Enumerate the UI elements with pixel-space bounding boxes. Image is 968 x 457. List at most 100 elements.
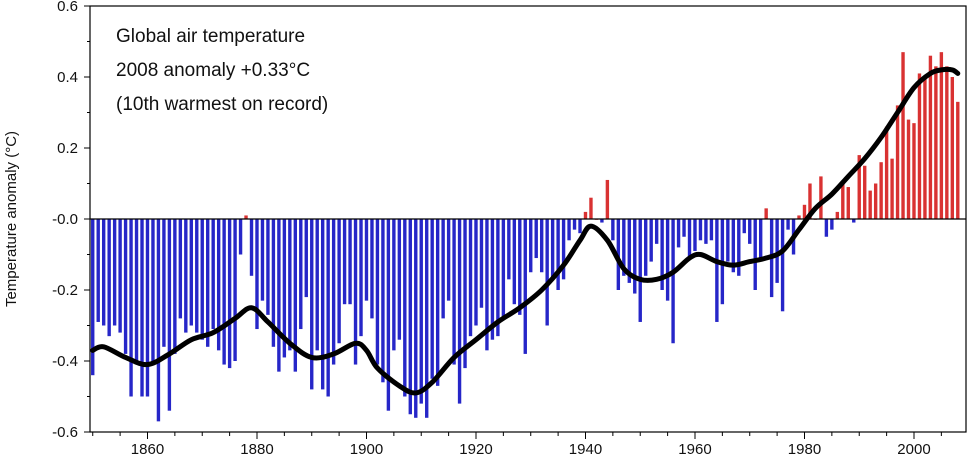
bar-1916 [452,219,456,365]
bar-1892 [320,219,325,390]
bar-1998 [901,52,905,220]
bar-1926 [507,219,511,280]
bar-1868 [189,219,193,326]
bar-1851 [96,219,100,322]
bar-1880 [255,219,259,330]
bar-1862 [156,219,161,422]
bar-1856 [123,219,128,354]
bar-1979 [797,215,801,219]
bar-2000 [912,123,916,219]
bar-2001 [917,73,922,219]
bar-1872 [211,219,215,330]
y-tick-label: -0.0 [52,211,78,228]
bar-1869 [195,219,199,333]
chart-annotations: Global air temperature 2008 anomaly +0.3… [116,26,328,115]
bar-1957 [676,219,681,248]
bar-1891 [315,219,319,351]
bar-1850 [91,219,95,376]
smoothed-trend-line [90,66,961,396]
bar-1966 [726,219,730,262]
bar-1902 [375,219,380,365]
bar-1875 [227,219,232,369]
bar-1919 [468,219,473,337]
bar-1932 [539,219,544,273]
y-tick-label: 0.6 [57,0,78,15]
bar-1984 [824,219,829,237]
bar-1993 [873,183,878,219]
bar-1904 [386,219,391,411]
bar-1928 [518,219,522,315]
bar-1914 [441,219,445,319]
bar-1976 [780,219,785,312]
bar-1858 [134,219,139,365]
bar-1955 [665,219,670,301]
bar-1962 [704,219,708,244]
bar-1930 [529,219,533,273]
x-tick-label: 1940 [569,441,602,457]
x-tick-label: 1920 [459,441,492,457]
bar-1922 [485,219,489,351]
x-tick-label: 1860 [131,441,164,457]
bar-1997 [895,105,900,219]
bar-1995 [884,126,889,219]
y-tick-label: -0.6 [52,424,78,441]
bar-1956 [671,219,675,344]
bar-1972 [758,219,763,259]
x-tick-label: 1880 [240,441,273,457]
bar-1986 [835,211,840,219]
bar-1946 [616,219,621,290]
bar-1929 [523,219,527,354]
annotation-title: Global air temperature [116,26,305,47]
bar-2006 [945,66,949,219]
bar-1861 [151,219,155,365]
bar-1985 [830,219,834,230]
bar-1877 [238,219,243,255]
bar-1888 [299,219,303,330]
bar-1920 [474,219,478,326]
bar-1855 [118,219,122,333]
bar-1878 [244,215,248,219]
bar-1948 [627,219,631,283]
x-tick-label: 1900 [350,441,383,457]
bar-1911 [425,219,429,418]
bar-1857 [129,219,133,397]
bar-1938 [572,219,577,230]
bar-1936 [561,219,566,280]
bar-1865 [173,219,177,354]
bar-1994 [879,162,883,219]
bar-1970 [748,219,752,244]
bar-2003 [928,55,933,220]
bar-1940 [583,211,588,219]
bar-1859 [140,219,144,397]
bar-1852 [101,219,106,326]
bar-1909 [414,219,418,418]
bar-1867 [184,219,188,333]
bar-1905 [392,219,396,351]
bar-2007 [950,77,955,219]
bar-1863 [162,219,166,347]
bar-1975 [775,219,779,283]
bar-1944 [605,179,610,219]
bar-1967 [731,219,736,273]
bar-1897 [348,219,352,305]
bar-1973 [764,208,768,219]
bar-1927 [512,219,517,305]
bar-1988 [846,187,850,219]
bar-1991 [863,165,867,219]
bar-1937 [567,219,571,241]
bar-1889 [304,219,308,298]
x-tick-label: 2000 [897,441,930,457]
bar-1977 [786,219,790,230]
bar-1854 [112,219,117,326]
bar-1860 [145,219,150,397]
x-axis: 1860 1880 1900 1920 1940 1960 1980 2000 [92,432,942,457]
bar-1987 [841,183,845,219]
bar-1992 [868,190,872,219]
bar-2008 [956,101,960,219]
bar-1989 [852,219,856,223]
bar-1935 [556,219,560,290]
bar-1958 [682,219,686,237]
bar-1923 [490,219,495,340]
bar-1945 [611,219,615,241]
bar-1939 [578,219,582,234]
